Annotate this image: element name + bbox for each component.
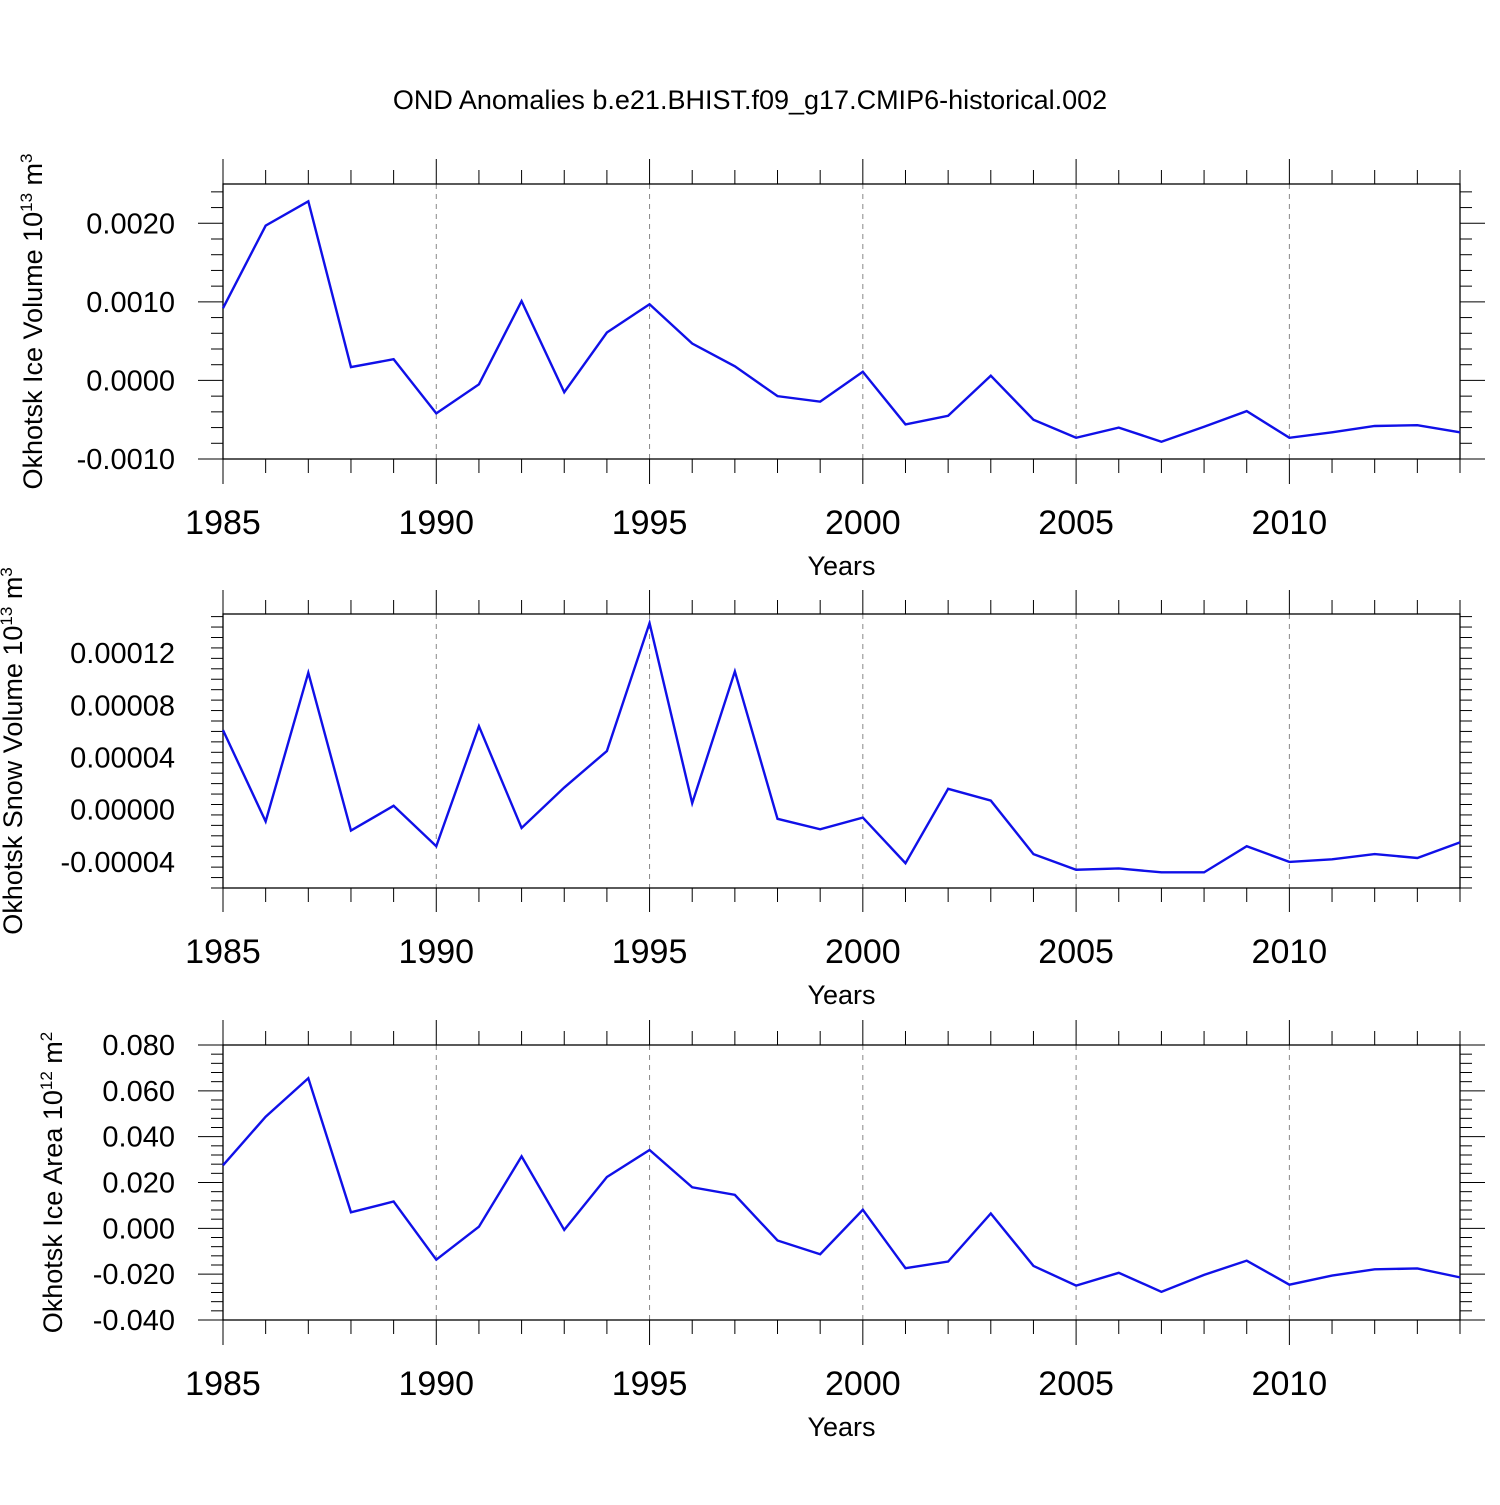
xtick-label-1985: 1985 [185, 504, 261, 542]
plot-frame [222, 183, 1461, 460]
xtick-label-2005: 2005 [1038, 1365, 1114, 1403]
y-axis-title: Okhotsk Ice Volume 1013 m3 [17, 153, 48, 489]
x-axis-title: Years [807, 1412, 875, 1442]
plot-frame [222, 613, 1461, 889]
xtick-label-2000: 2000 [825, 504, 901, 542]
ytick-label: 0.000 [102, 1213, 175, 1245]
xtick-label-1995: 1995 [612, 504, 688, 542]
y-axis-title-part: 13 [17, 193, 36, 212]
xtick-label-1990: 1990 [398, 504, 474, 542]
ytick-label: 0.040 [102, 1122, 175, 1154]
xtick-label-1985: 1985 [185, 1365, 261, 1403]
y-axis-title-part: 3 [17, 153, 36, 162]
ytick-label: -0.040 [93, 1305, 175, 1337]
y-axis-title-part: m [0, 577, 28, 607]
y-axis-title: Okhotsk Ice Area 1012 m2 [37, 1032, 68, 1334]
ytick-label: 0.00000 [70, 795, 175, 827]
xtick-label-2000: 2000 [825, 933, 901, 971]
y-axis-title-part: 12 [37, 1071, 56, 1090]
ytick-label: -0.0010 [77, 444, 175, 476]
xtick-label-2005: 2005 [1038, 504, 1114, 542]
y-axis-title: Okhotsk Snow Volume 1013 m3 [0, 567, 28, 935]
panels: 1985 1990 1995 2000 2005 2010 Years -0.0010 0.00… [0, 153, 1485, 1442]
xtick-label-1995: 1995 [612, 933, 688, 971]
y-axis-title-part: 2 [37, 1032, 56, 1041]
xtick-label-2010: 2010 [1252, 1365, 1328, 1403]
xtick-label-2010: 2010 [1252, 933, 1328, 971]
ytick-label: -0.020 [93, 1259, 175, 1291]
xtick-label-2010: 2010 [1252, 504, 1328, 542]
x-axis-title: Years [807, 980, 875, 1010]
panel-3: 1985 1990 1995 2000 2005 2010 Years -0.040 -0.02… [37, 1020, 1485, 1442]
ytick-label: 0.020 [102, 1168, 175, 1200]
xtick-label-2000: 2000 [825, 1365, 901, 1403]
series-line-1 [222, 1076, 1461, 1294]
ytick-label: 0.00012 [70, 638, 175, 670]
y-axis-title-part: m [38, 1041, 68, 1071]
series-line-1 [221, 199, 1461, 443]
plot-frame [222, 1044, 1461, 1321]
ytick-label: 0.0000 [86, 365, 175, 397]
xtick-label-1990: 1990 [398, 933, 474, 971]
y-axis-title-part: Okhotsk Ice Volume 10 [18, 212, 48, 490]
xtick-label-1990: 1990 [398, 1365, 474, 1403]
y-axis-title-part: m [18, 163, 48, 193]
panel-1: 1985 1990 1995 2000 2005 2010 Years -0.0010 0.00… [17, 153, 1485, 581]
y-axis-title-part: Okhotsk Snow Volume 10 [0, 626, 28, 935]
ytick-label: 0.0020 [86, 208, 175, 240]
x-axis-title: Years [807, 551, 875, 581]
ytick-label: 0.0010 [86, 287, 175, 319]
ytick-label: 0.060 [102, 1076, 175, 1108]
series-line-1 [221, 618, 1461, 874]
panel-2: 1985 1990 1995 2000 2005 2010 Years -0.00004 0.0… [0, 567, 1472, 1010]
xtick-label-1995: 1995 [612, 1365, 688, 1403]
y-axis-title-part: 3 [0, 567, 16, 576]
y-axis-title-part: Okhotsk Ice Area 10 [38, 1090, 68, 1333]
ytick-label: 0.080 [102, 1030, 175, 1062]
ytick-label: 0.00008 [70, 690, 175, 722]
figure-title: OND Anomalies b.e21.BHIST.f09_g17.CMIP6-… [393, 85, 1107, 115]
ytick-label: -0.00004 [61, 847, 176, 879]
y-axis-title-part: 13 [0, 607, 16, 626]
ytick-label: 0.00004 [70, 743, 175, 775]
xtick-label-1985: 1985 [185, 933, 261, 971]
xtick-label-2005: 2005 [1038, 933, 1114, 971]
